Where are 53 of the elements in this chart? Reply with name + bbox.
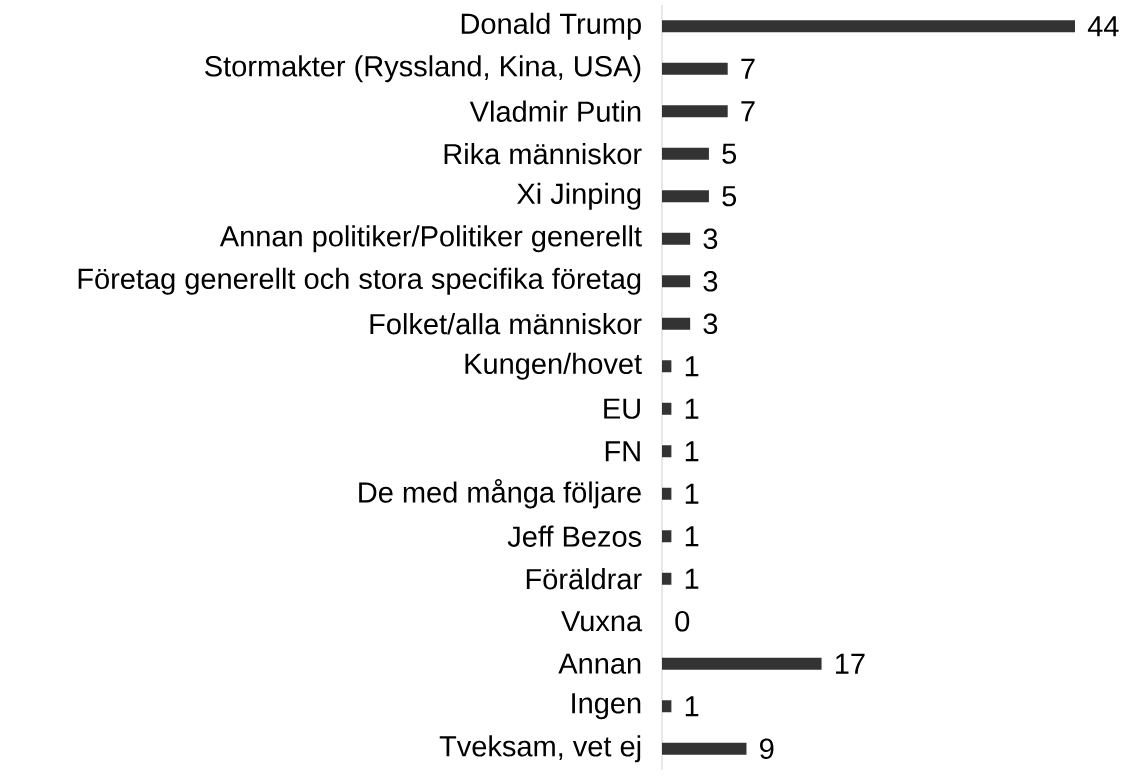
y-tick-label: Folket/alla människor xyxy=(370,313,642,335)
bar xyxy=(662,62,728,75)
data-label: 1 xyxy=(685,568,699,589)
bar xyxy=(662,700,672,713)
data-label: 44 xyxy=(1087,16,1119,37)
data-label: 1 xyxy=(685,526,699,547)
data-label: 5 xyxy=(722,143,737,164)
bar xyxy=(662,530,672,543)
y-tick-label: Xi Jinping xyxy=(517,182,641,210)
y-tick-label: De med många följare xyxy=(359,479,641,509)
data-label: 1 xyxy=(685,356,699,377)
bar xyxy=(662,147,709,160)
bar xyxy=(662,190,709,203)
y-tick-label: Tveksam, vet ej xyxy=(439,735,641,763)
y-tick-label: Annan politiker/Politiker generellt xyxy=(219,225,642,253)
y-tick-label: Föräldrar xyxy=(526,568,642,590)
y-tick-label: EU xyxy=(604,398,640,419)
y-tick-label: Företag generellt och stora specifika företag xyxy=(78,267,641,295)
data-label: 1 xyxy=(685,441,699,462)
y-tick-label: Stormakter (Ryssland, Kina, USA) xyxy=(205,55,641,83)
bar xyxy=(662,20,1075,33)
bar xyxy=(662,105,728,118)
y-tick-label: Vuxna xyxy=(561,611,643,632)
data-label: 5 xyxy=(722,186,737,207)
y-tick-label: Annan xyxy=(558,653,641,674)
bar xyxy=(662,232,691,245)
data-label: 1 xyxy=(685,696,699,717)
data-label: 7 xyxy=(741,101,755,122)
y-tick-label: Donald Trump xyxy=(461,12,641,40)
bar xyxy=(662,317,691,330)
data-label: 7 xyxy=(741,58,755,79)
bar xyxy=(662,360,672,373)
bar xyxy=(662,742,747,755)
y-tick-label: Jeff Bezos xyxy=(507,525,642,547)
data-label: 3 xyxy=(703,228,718,250)
data-label: 1 xyxy=(685,398,699,419)
data-label: 3 xyxy=(703,313,718,335)
bar xyxy=(662,487,672,500)
y-tick-label: FN xyxy=(605,441,640,462)
y-tick-label: Ingen xyxy=(572,693,641,720)
data-label: 0 xyxy=(675,610,690,632)
bar xyxy=(662,657,822,670)
data-label: 9 xyxy=(760,738,774,760)
y-tick-label: Kungen/hovet xyxy=(465,352,642,380)
data-label: 17 xyxy=(835,653,865,674)
y-tick-label: Rika människor xyxy=(444,143,642,165)
data-label: 1 xyxy=(685,483,699,504)
data-label: 3 xyxy=(703,270,718,292)
bar xyxy=(662,572,672,585)
bar xyxy=(662,402,672,415)
bar xyxy=(662,445,672,458)
y-tick-label: Vladmir Putin xyxy=(469,100,641,122)
bar xyxy=(662,275,691,288)
